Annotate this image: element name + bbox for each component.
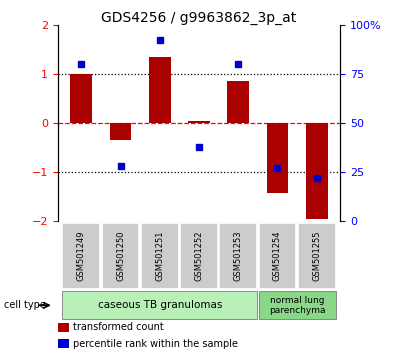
FancyBboxPatch shape	[219, 223, 257, 289]
FancyBboxPatch shape	[259, 291, 336, 319]
Bar	[58, 323, 69, 332]
FancyBboxPatch shape	[180, 223, 218, 289]
FancyBboxPatch shape	[298, 223, 336, 289]
FancyBboxPatch shape	[141, 223, 179, 289]
FancyBboxPatch shape	[101, 223, 139, 289]
FancyBboxPatch shape	[259, 223, 297, 289]
Text: GSM501254: GSM501254	[273, 230, 282, 281]
Text: percentile rank within the sample: percentile rank within the sample	[73, 338, 238, 349]
Text: GSM501249: GSM501249	[77, 230, 86, 281]
Text: transformed count: transformed count	[73, 322, 164, 332]
Text: GSM501255: GSM501255	[312, 230, 321, 281]
Bar	[110, 123, 131, 140]
Bar	[58, 339, 69, 348]
Bar	[267, 123, 288, 193]
Bar	[227, 81, 249, 123]
Bar	[188, 121, 210, 123]
Text: GSM501250: GSM501250	[116, 230, 125, 281]
Text: GSM501253: GSM501253	[234, 230, 243, 281]
Text: GSM501251: GSM501251	[155, 230, 164, 281]
Bar	[70, 74, 92, 123]
FancyBboxPatch shape	[62, 223, 100, 289]
FancyBboxPatch shape	[62, 291, 257, 319]
Text: caseous TB granulomas: caseous TB granulomas	[98, 300, 222, 310]
Bar	[306, 123, 328, 219]
Text: cell type: cell type	[4, 300, 46, 310]
Text: GSM501252: GSM501252	[195, 230, 203, 281]
Text: GDS4256 / g9963862_3p_at: GDS4256 / g9963862_3p_at	[101, 11, 297, 25]
Bar	[149, 57, 171, 123]
Text: normal lung
parenchyma: normal lung parenchyma	[269, 296, 326, 315]
